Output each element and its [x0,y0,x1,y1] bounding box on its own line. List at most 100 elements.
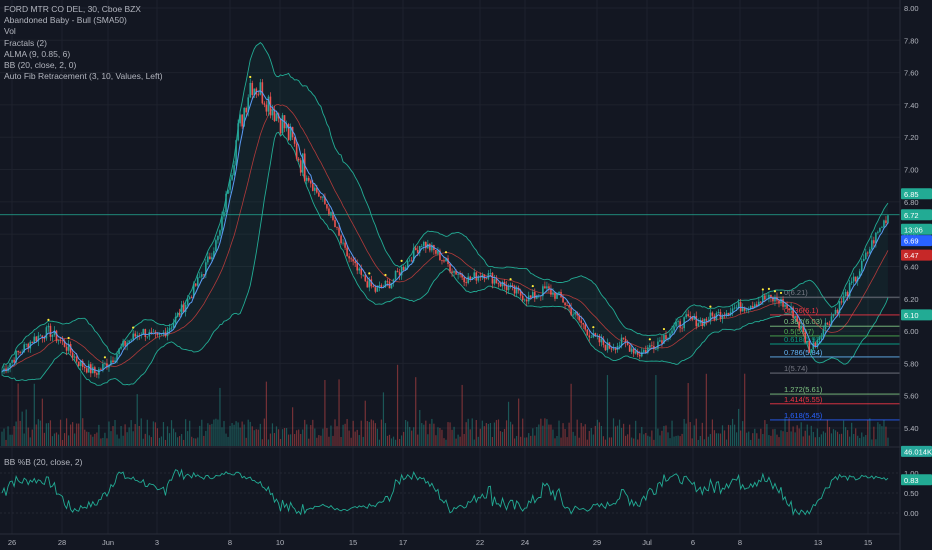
indicator-alma[interactable]: ALMA (9, 0.85, 6) [4,48,71,59]
volume-bar [144,433,146,446]
volume-bar [249,421,251,446]
candle-body [297,158,300,161]
candle-body [142,329,145,335]
price-tick: 7.40 [904,101,919,110]
candle-body [85,368,88,373]
symbol-title[interactable]: FORD MTR CO DEL, 30, Cboe BZX [4,4,141,14]
candle-body [420,245,423,247]
volume-bar [536,427,538,446]
volume-bar [572,431,574,446]
indicator-fractals[interactable]: Fractals (2) [4,37,47,48]
volume-bar [164,439,167,446]
volume-bar [604,439,607,446]
volume-bar [808,435,810,446]
volume-bar [847,430,849,446]
volume-bar [205,430,207,446]
candle-body [293,137,296,144]
volume-bar [606,375,609,446]
volume-bar [29,437,31,446]
volume-bar [421,423,423,446]
candle-body [653,345,655,350]
volume-bar [403,431,405,446]
candle-body [441,260,443,261]
candle-body [83,366,86,369]
volume-bar [727,424,730,446]
candle-body [739,302,742,312]
candle-body [235,140,237,166]
volume-bar [168,433,171,446]
candle-body [67,344,70,351]
percent-b-title[interactable]: BB %B (20, close, 2) [4,457,83,467]
candle-body [548,286,550,289]
indicator-vol[interactable]: Vol [4,26,16,37]
candle-body [820,337,823,339]
volume-bar [503,428,506,446]
volume-bar [610,437,613,446]
volume-bar [590,427,592,446]
volume-bar [277,429,280,446]
candle-body [499,283,502,287]
price-badge [901,188,932,200]
volume-bar [754,428,756,446]
volume-bar [538,424,540,446]
volume-bar [386,435,389,446]
candle-body [786,304,788,309]
indicator-abandoned-baby[interactable]: Abandoned Baby - Bull (SMA50) [4,15,127,26]
candle-body [348,256,350,259]
candle-body [598,335,601,343]
candle-body [828,324,831,326]
candle-body [239,114,241,124]
candle-body [245,107,247,113]
candle-body [626,342,629,345]
candle-body [51,334,54,337]
fib-level-label: 1(5.74) [784,364,808,373]
fib-level-label: 0.618(5.92) [784,335,823,344]
candle-body [584,324,587,330]
volume-bar [687,383,689,446]
volume-bars [1,364,889,446]
indicator-auto-fib[interactable]: Auto Fib Retracement (3, 10, Values, Lef… [4,71,163,82]
candle-body [824,322,827,330]
candle-body [858,271,861,277]
candle-body [37,335,40,342]
candle-body [271,109,274,116]
volume-bar [736,432,738,446]
candle-body [568,305,570,308]
volume-bar [859,438,861,446]
candle-body [463,277,465,283]
volume-bar [348,430,350,446]
volume-bar [130,420,132,446]
volume-bar [172,428,175,446]
volume-bar [461,384,463,446]
candle-body [406,260,409,268]
volume-bar [65,418,68,446]
price-tick: 8.00 [904,4,919,13]
volume-bar [300,433,302,446]
volume-bar [465,422,467,446]
volume-bar [711,419,713,446]
volume-bar [263,418,265,446]
volume-bar [318,435,320,446]
time-tick: 28 [58,538,66,547]
fractal-up [592,326,595,329]
candle-body [13,359,15,363]
candle-body [336,227,338,228]
candle-body [753,304,756,308]
volume-bar [84,429,86,446]
volume-bar [114,419,116,446]
candle-body [324,196,326,205]
candle-body [45,327,48,339]
volume-bar [592,434,594,446]
volume-bar [217,419,219,446]
time-axis[interactable]: 26 28 Jun 3 8 10 15 17 22 24 29 Jul 6 8 13 15 [8,538,872,547]
candle-body [552,292,554,295]
candle-body [881,227,883,229]
candle-body [178,313,181,316]
volume-bar [209,424,211,446]
volume-bar [887,437,889,446]
volume-bar [828,427,831,446]
volume-bar [528,433,530,446]
candle-body [461,274,463,278]
indicator-bb[interactable]: BB (20, close, 2, 0) [4,60,77,71]
